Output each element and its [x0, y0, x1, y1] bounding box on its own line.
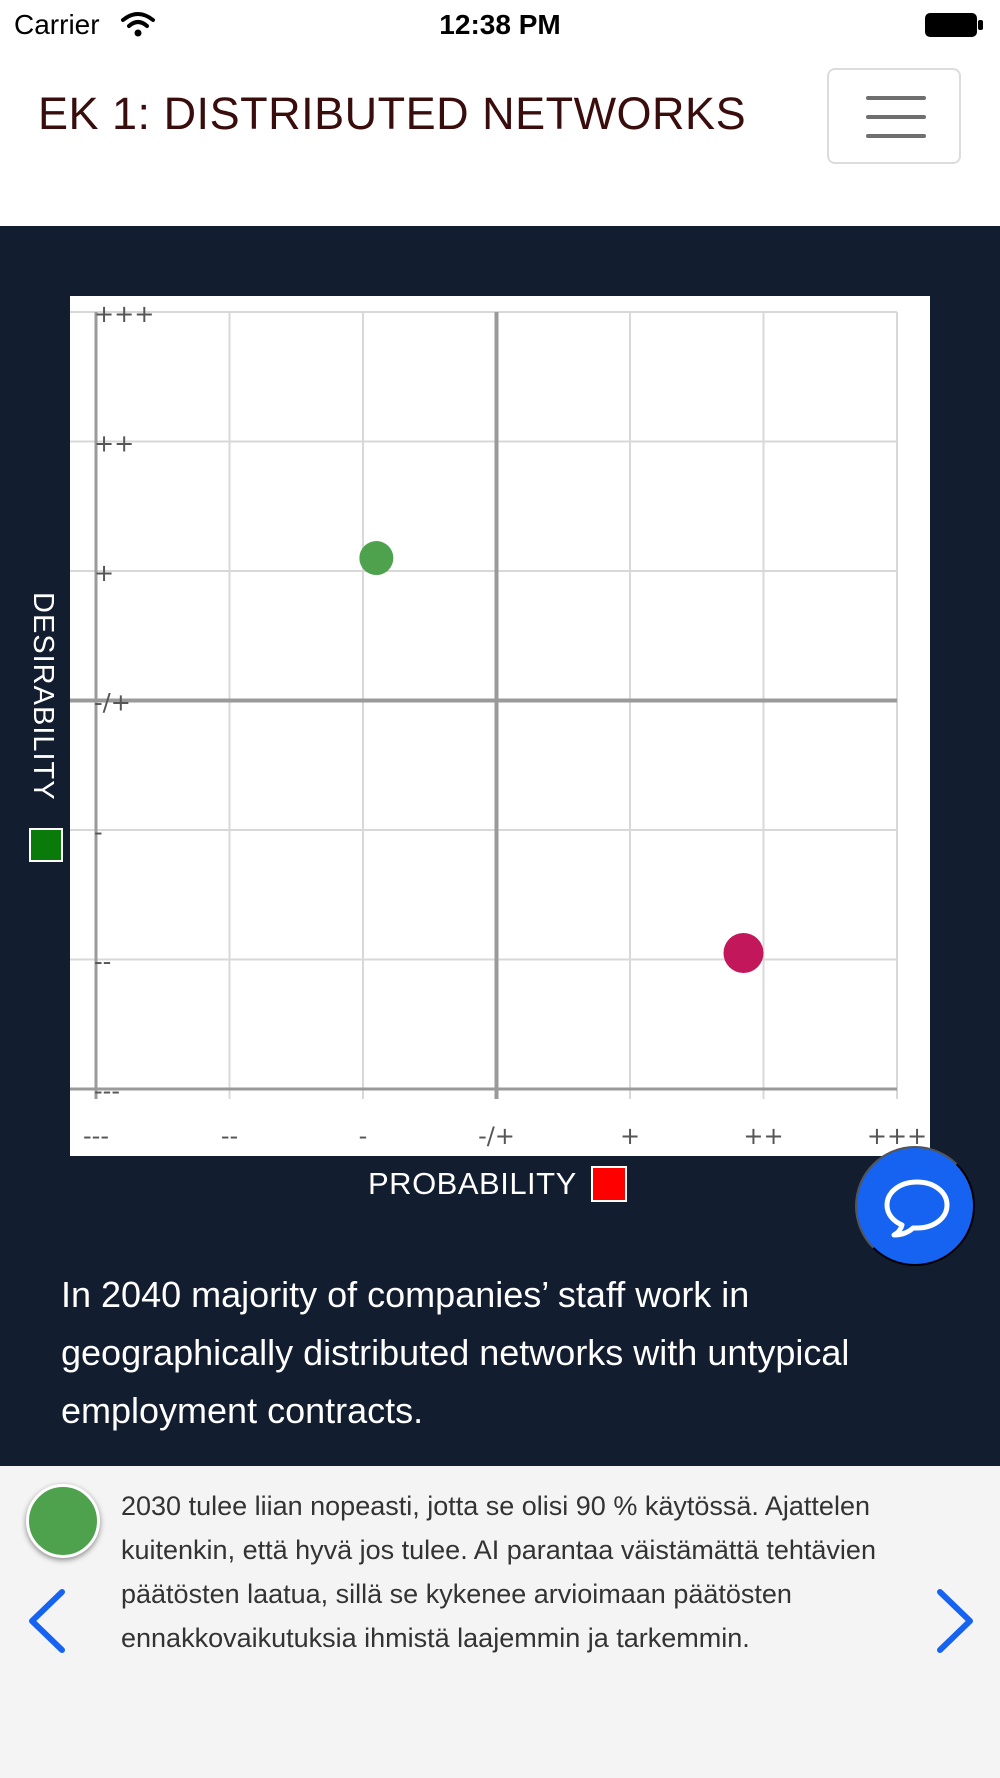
- x-tick-label: ---: [83, 1122, 109, 1150]
- header: EK 1: DISTRIBUTED NETWORKS: [0, 52, 1000, 226]
- x-tick-label: --: [221, 1122, 238, 1150]
- chat-bubble-icon: [884, 1179, 950, 1238]
- y-tick-label: +: [94, 559, 114, 587]
- y-axis-color-swatch: [29, 828, 63, 862]
- x-tick-label: -: [359, 1122, 368, 1150]
- comment-text: 2030 tulee liian nopeasti, jotta se olis…: [121, 1491, 876, 1653]
- y-tick-label: -: [94, 818, 103, 846]
- data-point: [723, 933, 764, 974]
- chat-button[interactable]: [855, 1146, 975, 1266]
- y-tick-label: ---: [94, 1077, 120, 1105]
- menu-button[interactable]: [827, 68, 961, 164]
- x-tick-label: ++: [743, 1122, 783, 1150]
- chevron-left-icon[interactable]: [22, 1586, 72, 1656]
- x-tick-label: +++: [867, 1122, 927, 1150]
- scenario-panel: --- -- - -/+ + ++ +++ +++ ++ + -/+ - -- --- DESIRABIL…: [0, 226, 1000, 1466]
- carrier-label: Carrier: [14, 9, 100, 40]
- y-tick-label: --: [94, 948, 111, 976]
- status-bar: Carrier 12:38 PM: [0, 0, 1000, 52]
- x-axis-label-text: PROBABILITY: [368, 1166, 577, 1201]
- status-time: 12:38 PM: [439, 9, 561, 40]
- chart-area: --- -- - -/+ + ++ +++ +++ ++ + -/+ - -- ---: [70, 296, 930, 1156]
- y-axis-label: DESIRABILITY: [26, 592, 64, 892]
- y-tick-label: -/+: [94, 689, 131, 717]
- comment-carousel: 2030 tulee liian nopeasti, jotta se olis…: [0, 1466, 1000, 1778]
- battery-icon: [925, 13, 983, 37]
- hamburger-menu-icon: [866, 96, 926, 100]
- page-title: EK 1: DISTRIBUTED NETWORKS: [38, 88, 747, 139]
- x-tick-label: -/+: [478, 1122, 515, 1150]
- y-tick-label: +++: [94, 300, 154, 328]
- y-axis-label-text: DESIRABILITY: [27, 592, 59, 801]
- scatter-chart: --- -- - -/+ + ++ +++++++++-/+------: [70, 300, 927, 1150]
- x-tick-label: +: [620, 1122, 640, 1150]
- x-axis-color-swatch: [590, 1166, 627, 1202]
- x-axis-label: PROBABILITY: [368, 1164, 627, 1204]
- avatar: [26, 1484, 100, 1558]
- wifi-icon: [121, 12, 155, 37]
- y-tick-label: ++: [94, 430, 134, 458]
- chevron-right-icon[interactable]: [930, 1586, 980, 1656]
- data-point: [359, 541, 394, 576]
- scenario-statement: In 2040 majority of companies’ staff wor…: [61, 1274, 850, 1431]
